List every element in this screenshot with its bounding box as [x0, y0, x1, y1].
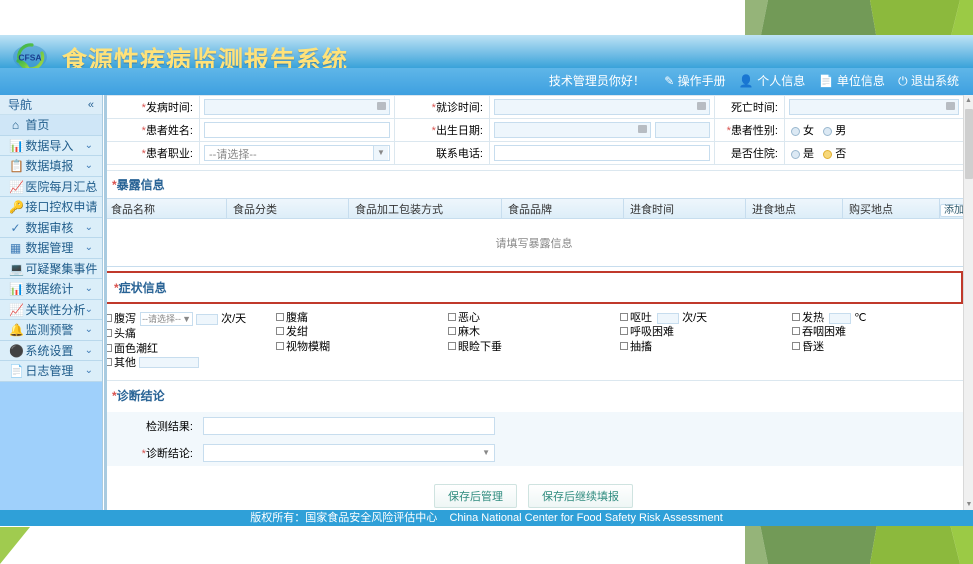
svg-text:CFSA: CFSA	[18, 53, 41, 63]
